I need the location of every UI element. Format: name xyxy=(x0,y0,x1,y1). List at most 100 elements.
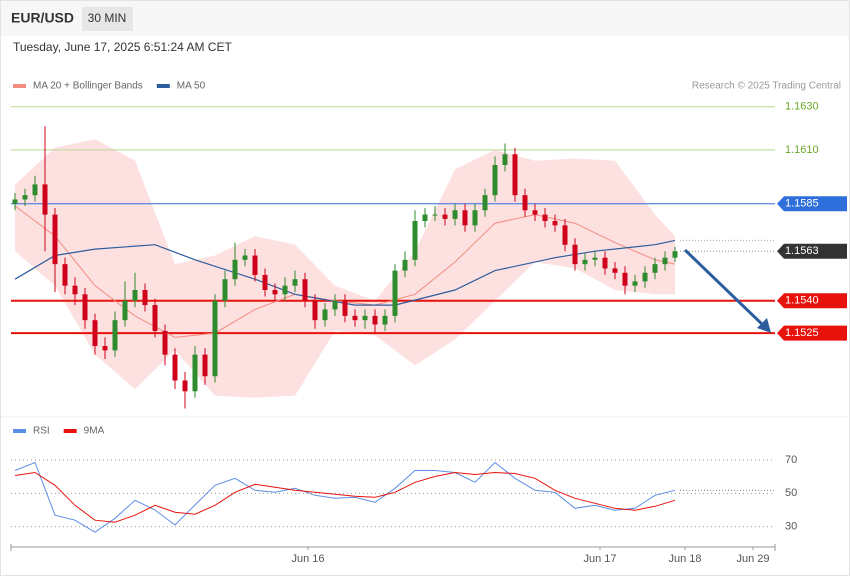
candle-body xyxy=(402,259,408,271)
candle-body xyxy=(332,300,338,310)
legend-label: MA 50 xyxy=(177,81,206,92)
credit: Research © 2025 Trading Central xyxy=(692,81,841,92)
candle-body xyxy=(382,315,388,325)
candle-body xyxy=(452,210,458,219)
candle-body xyxy=(472,210,478,226)
candle-body xyxy=(342,300,348,316)
candle-body xyxy=(202,354,208,377)
candle-body xyxy=(22,195,28,200)
candle-body xyxy=(542,214,548,222)
x-tick-label: Jun 17 xyxy=(583,553,616,565)
candle-body xyxy=(612,268,618,273)
legend-label: MA 20 + Bollinger Bands xyxy=(33,81,143,92)
candle-body xyxy=(12,199,18,204)
legend-swatch xyxy=(13,429,26,433)
level-label-box xyxy=(777,196,847,212)
interval-box xyxy=(82,7,133,31)
candle-body xyxy=(282,285,288,295)
candle-body xyxy=(592,257,598,260)
candle-body xyxy=(432,214,438,216)
forecast-arrow xyxy=(683,248,766,328)
level-label-box xyxy=(777,325,847,341)
candle-body xyxy=(292,279,298,286)
candle-body xyxy=(132,290,138,301)
candle-body xyxy=(412,221,418,260)
candle-body xyxy=(242,255,248,260)
x-tick-label: Jun 29 xyxy=(736,553,769,565)
legend-label: RSI xyxy=(33,426,50,437)
header-bar xyxy=(1,1,849,36)
level-label: 1.1563 xyxy=(785,245,819,257)
level-label: 1.1585 xyxy=(785,198,819,210)
timestamp: Tuesday, June 17, 2025 6:51:24 AM CET xyxy=(13,40,232,54)
x-tick-label: Jun 18 xyxy=(668,553,701,565)
level-label: 1.1610 xyxy=(785,144,819,156)
candle-body xyxy=(142,290,148,306)
candle-body xyxy=(62,264,68,286)
candle-body xyxy=(42,184,48,215)
y-tick-label: 70 xyxy=(785,454,797,466)
candle-body xyxy=(502,154,508,165)
level-label: 1.1525 xyxy=(785,327,819,339)
candle-body xyxy=(442,214,448,219)
candle-body xyxy=(352,315,358,321)
candle-body xyxy=(272,290,278,295)
candle-body xyxy=(562,225,568,245)
forecast-arrow-head xyxy=(757,318,771,333)
candle-body xyxy=(512,154,518,196)
y-tick-label: 50 xyxy=(785,487,797,499)
candle-body xyxy=(522,195,528,211)
candle-body xyxy=(92,320,98,347)
level-label-box xyxy=(777,293,847,309)
candle-body xyxy=(672,251,678,258)
candle-body xyxy=(322,309,328,321)
level-label: 1.1540 xyxy=(785,295,819,307)
candle-body xyxy=(652,264,658,273)
candle-body xyxy=(372,315,378,325)
candle-body xyxy=(152,305,158,331)
ma20-line xyxy=(14,205,676,338)
candle-body xyxy=(122,300,128,321)
candle-body xyxy=(312,300,318,321)
rsi-ma-line xyxy=(14,471,676,523)
candle-body xyxy=(392,270,398,316)
candle-body xyxy=(182,380,188,392)
candle-body xyxy=(482,195,488,211)
candle-body xyxy=(642,272,648,282)
candle-body xyxy=(622,272,628,286)
ma50-line xyxy=(14,239,676,306)
candle-body xyxy=(162,330,168,355)
candle-body xyxy=(172,354,178,381)
rsi-line xyxy=(14,461,676,533)
candle-body xyxy=(302,279,308,301)
candle-body xyxy=(532,210,538,215)
legend-swatch xyxy=(156,84,170,88)
candle-body xyxy=(422,214,428,222)
candle-body xyxy=(602,257,608,269)
candle-body xyxy=(362,315,368,321)
candle-body xyxy=(582,259,588,265)
candle-body xyxy=(212,300,218,377)
x-tick-label: Jun 16 xyxy=(291,553,324,565)
candle-body xyxy=(222,279,228,301)
candle-body xyxy=(232,259,238,280)
candle-body xyxy=(102,346,108,351)
candle-body xyxy=(52,214,58,265)
interval: 30 MIN xyxy=(88,11,127,25)
legend-swatch xyxy=(63,429,77,433)
candle-body xyxy=(82,294,88,321)
candle-body xyxy=(552,221,558,226)
candle-body xyxy=(72,285,78,295)
y-tick-label: 30 xyxy=(785,521,797,533)
legend-swatch xyxy=(13,84,26,88)
legend-label: 9MA xyxy=(84,426,105,437)
candle-body xyxy=(32,184,38,196)
candle-body xyxy=(662,257,668,265)
level-label-box xyxy=(777,243,847,259)
candle-body xyxy=(572,244,578,265)
candle-body xyxy=(192,354,198,392)
candle-body xyxy=(632,281,638,286)
candle-body xyxy=(492,165,498,196)
candle-body xyxy=(262,274,268,290)
